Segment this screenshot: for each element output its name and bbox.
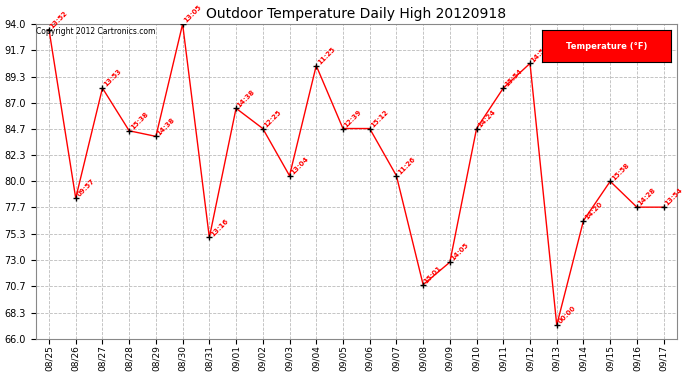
- Text: 14:38: 14:38: [156, 116, 176, 136]
- Text: 13:53: 13:53: [102, 68, 122, 88]
- Text: 13:54: 13:54: [664, 187, 684, 207]
- Text: 14:28: 14:28: [637, 187, 657, 207]
- Text: 13:05: 13:05: [183, 4, 202, 24]
- Text: 14:24: 14:24: [477, 108, 497, 129]
- Text: 14:20: 14:20: [584, 201, 604, 220]
- Text: 15:12: 15:12: [370, 109, 389, 129]
- Text: 14:05: 14:05: [450, 242, 470, 262]
- Text: 12:25: 12:25: [263, 109, 282, 129]
- Text: 13:52: 13:52: [49, 10, 69, 30]
- Text: 15:54: 15:54: [503, 68, 523, 88]
- Text: 11:26: 11:26: [396, 156, 416, 176]
- Text: 15:01: 15:01: [423, 265, 443, 285]
- Text: 09:57: 09:57: [76, 178, 96, 198]
- Text: Copyright 2012 Cartronics.com: Copyright 2012 Cartronics.com: [37, 27, 156, 36]
- Text: 14:38: 14:38: [236, 88, 256, 108]
- Text: 13:16: 13:16: [209, 217, 229, 237]
- Text: 13:04: 13:04: [290, 156, 310, 176]
- Title: Outdoor Temperature Daily High 20120918: Outdoor Temperature Daily High 20120918: [206, 8, 506, 21]
- Text: 14:55: 14:55: [530, 44, 550, 63]
- Text: 12:39: 12:39: [343, 109, 363, 129]
- Text: 11:25: 11:25: [316, 46, 336, 66]
- Text: 15:58: 15:58: [610, 162, 630, 182]
- Text: 00:00: 00:00: [557, 305, 577, 325]
- Text: 15:38: 15:38: [129, 111, 149, 131]
